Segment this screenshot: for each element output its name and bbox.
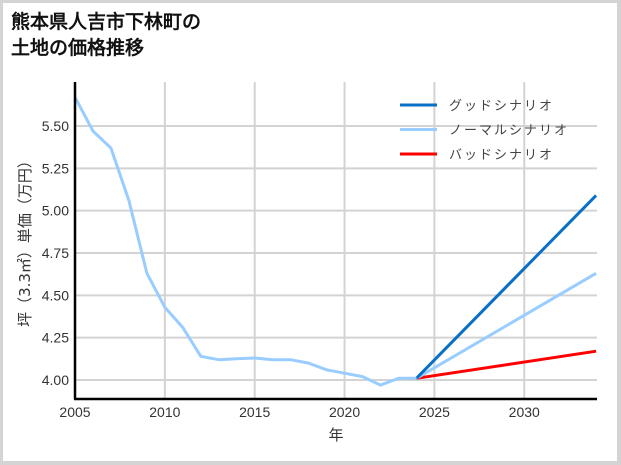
y-axis-ticks: 4.00 4.25 4.50 4.75 5.00 5.25 5.50 [42, 118, 69, 388]
y-tick-label: 4.00 [42, 372, 69, 388]
y-tick-label: 5.25 [42, 160, 69, 176]
y-tick-label: 5.00 [42, 203, 69, 219]
x-tick-label: 2010 [149, 404, 180, 420]
y-tick-label: 5.50 [42, 118, 69, 134]
chart-title-line1: 熊本県人吉市下林町の [11, 11, 202, 33]
x-axis-ticks: 2005 2010 2015 2020 2025 2030 [59, 404, 540, 420]
legend-label: バッドシナリオ [449, 148, 554, 163]
x-axis-label: 年 [328, 426, 343, 444]
chart-title-line2: 土地の価格推移 [11, 37, 145, 59]
series-line [416, 349, 597, 380]
legend-item: グッドシナリオ [400, 99, 554, 114]
chart-panel [3, 3, 617, 461]
chart-title: 熊本県人吉市下林町の 土地の価格推移 [11, 9, 201, 61]
y-tick-label: 4.50 [42, 287, 69, 303]
gridlines [75, 82, 597, 399]
x-tick-label: 2015 [239, 404, 270, 420]
y-tick-label: 4.25 [42, 330, 69, 346]
data-lines [73, 96, 598, 387]
y-axis-label: 坪（3.3㎡）単価（万円） [16, 153, 34, 327]
x-tick-label: 2020 [329, 404, 360, 420]
series-line [415, 194, 598, 380]
legend-label: ノーマルシナリオ [449, 124, 569, 139]
series-line [415, 272, 597, 380]
x-tick-label: 2025 [419, 404, 450, 420]
x-tick-label: 2030 [509, 404, 540, 420]
legend-item: ノーマルシナリオ [400, 124, 569, 139]
historical-line [73, 96, 417, 387]
x-tick-label: 2005 [59, 404, 90, 420]
y-tick-label: 4.75 [42, 245, 69, 261]
legend-label: グッドシナリオ [449, 99, 554, 114]
legend-item: バッドシナリオ [400, 148, 554, 163]
